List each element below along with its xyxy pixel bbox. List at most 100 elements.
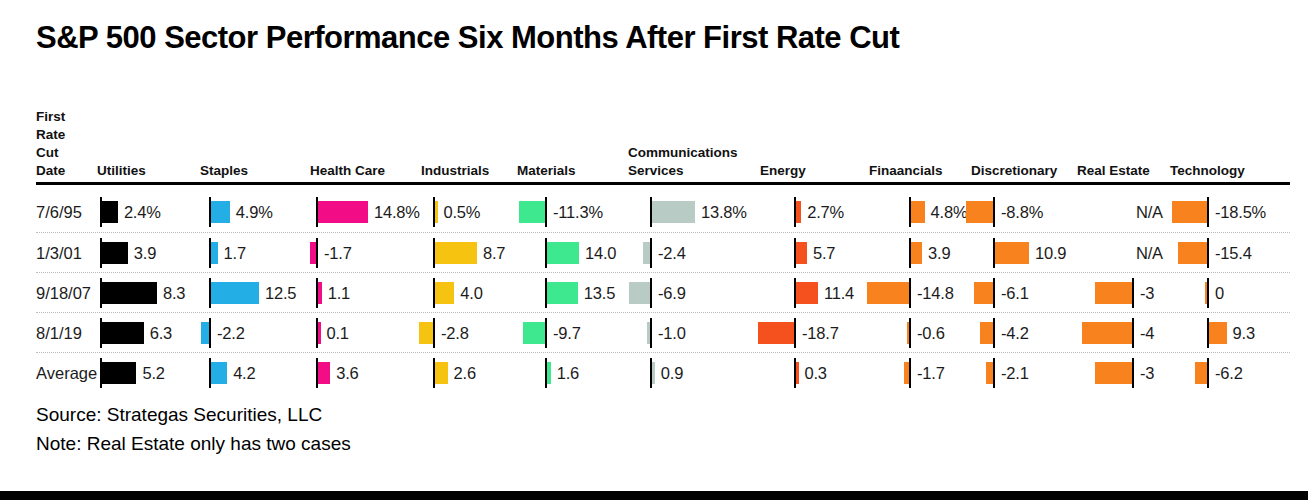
cell-value: 5.7	[813, 233, 835, 273]
baseline-tick	[909, 318, 911, 348]
baseline-tick	[1132, 358, 1134, 388]
cell-value: 11.4	[824, 273, 854, 313]
row-label: Average	[36, 353, 97, 393]
cell-value: -2.4	[658, 233, 686, 273]
cell-value: -11.3%	[553, 192, 603, 232]
baseline-tick	[650, 358, 652, 388]
baseline-tick	[993, 278, 995, 308]
baseline-tick	[794, 238, 796, 268]
bar	[1095, 362, 1133, 384]
bar	[211, 201, 230, 223]
cell-value: -1.7	[324, 233, 352, 273]
bar	[102, 322, 144, 344]
bar	[652, 201, 695, 223]
bar	[102, 242, 128, 264]
cell-value: 0.5%	[444, 192, 481, 232]
baseline-tick	[650, 238, 652, 268]
bar	[211, 282, 259, 304]
cell-value: 1.7	[224, 233, 246, 273]
bar	[911, 242, 922, 264]
cell-value: 2.7%	[807, 192, 844, 232]
baseline-tick	[316, 278, 318, 308]
table-row-9-18-07: 9/18/078.312.51.14.013.5-6.911.4-14.8-6.…	[36, 272, 1290, 312]
row-label: 7/6/95	[36, 192, 82, 232]
cell-value: 9.3	[1233, 313, 1255, 353]
baseline-tick	[100, 358, 102, 388]
chart-canvas: S&P 500 Sector Performance Six Months Af…	[0, 0, 1308, 500]
baseline-tick	[209, 238, 211, 268]
cell-value: 2.4%	[124, 192, 161, 232]
cell-value: -14.8	[917, 273, 954, 313]
baseline-tick	[909, 197, 911, 227]
bar	[102, 362, 136, 384]
baseline-tick	[545, 197, 547, 227]
baseline-tick	[1132, 318, 1134, 348]
cell-value: 4.0	[460, 273, 482, 313]
cell-value: -8.8%	[1001, 192, 1043, 232]
note-text: Note: Real Estate only has two cases	[36, 433, 351, 455]
source-text: Source: Strategas Securities, LLC	[36, 404, 322, 426]
baseline-tick	[100, 278, 102, 308]
bar	[435, 282, 454, 304]
row-label: 9/18/07	[36, 273, 91, 313]
cell-value: 1.6	[557, 353, 579, 393]
bar	[1178, 242, 1207, 264]
bar	[523, 322, 545, 344]
table-row-8-1-19: 8/1/196.3-2.20.1-2.8-9.7-1.0-18.7-0.6-4.…	[36, 312, 1290, 352]
baseline-tick	[433, 197, 435, 227]
row-label: 1/3/01	[36, 233, 82, 273]
cell-value: 4.8%	[931, 192, 968, 232]
bar	[318, 282, 322, 304]
bar	[974, 282, 993, 304]
baseline-tick	[209, 358, 211, 388]
cell-value: -0.6	[917, 313, 945, 353]
baseline-tick	[316, 358, 318, 388]
bar	[201, 322, 209, 344]
table-row-7-6-95: 7/6/952.4%4.9%14.8%0.5%-11.3%13.8%2.7%4.…	[36, 192, 1290, 232]
bar	[995, 242, 1029, 264]
cell-value: 8.3	[163, 273, 185, 313]
bar	[435, 242, 477, 264]
cell-value: -15.4	[1215, 233, 1252, 273]
baseline-tick	[909, 278, 911, 308]
cell-value: -6.9	[658, 273, 686, 313]
bar	[796, 362, 799, 384]
bar	[629, 282, 651, 304]
baseline-tick	[993, 197, 995, 227]
baseline-tick	[650, 197, 652, 227]
cell-value: 1.1	[328, 273, 350, 313]
cell-value: 13.8%	[701, 192, 747, 232]
bar	[419, 322, 433, 344]
cell-value: -6.2	[1215, 353, 1243, 393]
baseline-tick	[545, 238, 547, 268]
bar	[318, 362, 330, 384]
bar	[911, 201, 925, 223]
cell-value: 0.9	[661, 353, 683, 393]
bar	[547, 242, 579, 264]
baseline-tick	[1207, 238, 1209, 268]
baseline-tick	[209, 197, 211, 227]
cell-value: -1.7	[917, 353, 945, 393]
bar	[435, 201, 438, 223]
bar	[318, 201, 368, 223]
bar	[980, 322, 993, 344]
table-row-1-3-01: 1/3/013.91.7-1.78.714.0-2.45.73.910.9N/A…	[36, 232, 1290, 272]
cell-value: 4.2	[233, 353, 255, 393]
bar	[652, 362, 655, 384]
bar	[1082, 322, 1132, 344]
baseline-tick	[650, 318, 652, 348]
bar	[643, 242, 650, 264]
baseline-tick	[1207, 197, 1209, 227]
table-row-average: Average5.24.23.62.61.60.90.3-1.7-2.1-3-6…	[36, 352, 1290, 392]
cell-value: 0.3	[805, 353, 827, 393]
bar	[211, 242, 218, 264]
baseline-tick	[545, 278, 547, 308]
baseline-tick	[433, 278, 435, 308]
baseline-tick	[100, 238, 102, 268]
bar	[966, 201, 993, 223]
cell-value: 6.3	[150, 313, 172, 353]
bar	[519, 201, 545, 223]
bar	[1209, 322, 1227, 344]
baseline-tick	[433, 238, 435, 268]
baseline-tick	[993, 238, 995, 268]
